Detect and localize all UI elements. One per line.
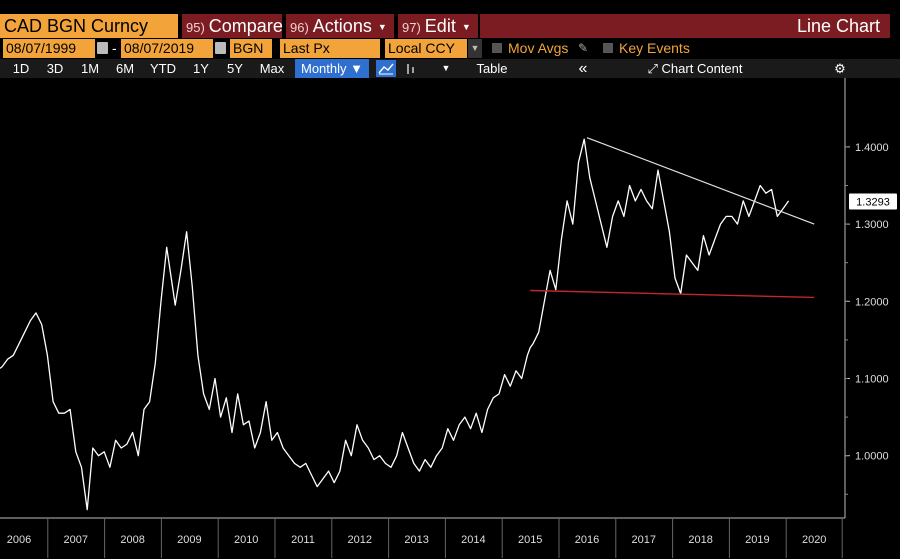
bar-chart-icon[interactable] [401,59,421,78]
x-tick-label: 2019 [745,534,769,546]
line-chart: 1.0000 1.1000 1.2000 1.3000 1.4000 2006 2007 20… [0,78,897,558]
period-dropdown[interactable]: Monthly ▼ [295,59,369,78]
edit-label: Edit [424,16,456,36]
start-calendar-icon[interactable] [97,42,108,54]
line-chart-icon[interactable] [376,60,396,77]
actions-number: 96) [290,20,309,35]
price-line [0,138,790,511]
chart-content-label: Chart Content [661,61,743,76]
params-bar: 08/07/1999 - 08/07/2019 BGN Last Px Loca… [0,39,900,58]
range-5y[interactable]: 5Y [227,61,243,76]
actions-caret-icon: ▼ [377,22,387,32]
compare-number: 95) [186,20,205,35]
chart-title: Line Chart [480,14,890,38]
chart-type-dropdown-icon[interactable]: ▼ [441,63,451,73]
collapse-button[interactable]: « [578,60,588,77]
x-tick-label: 2008 [120,534,144,546]
x-tick-label: 2020 [802,534,826,546]
gear-icon[interactable]: ⚙ [834,61,846,76]
actions-label: Actions [312,16,372,36]
x-tick-label: 2009 [177,534,201,546]
y-tick-label: 1.4000 [855,142,889,154]
x-tick-label: 2018 [688,534,712,546]
x-tick-label: 2006 [7,534,31,546]
support-trendline [530,289,815,299]
key-events-checkbox[interactable] [603,43,613,53]
x-tick-label: 2007 [64,534,88,546]
last-value-box [849,193,897,210]
last-value-label: 1.3293 [856,196,890,208]
range-1y[interactable]: 1Y [193,61,209,76]
x-tick-label: 2017 [632,534,656,546]
x-tick-label: 2011 [291,534,315,546]
x-tick-label: 2012 [348,534,372,546]
start-date-field[interactable]: 08/07/1999 [3,39,95,58]
chart-content-icon: ⤢ [647,61,658,76]
x-tick-label: 2016 [575,534,599,546]
x-tick-label: 2010 [234,534,258,546]
y-tick-label: 1.0000 [855,451,889,463]
date-separator: - [112,40,117,56]
security-field[interactable]: CAD BGN Curncy [0,14,178,38]
y-tick-label: 1.2000 [855,296,889,308]
currency-field[interactable]: Local CCY [385,39,467,58]
range-3d[interactable]: 3D [46,61,64,76]
price-field[interactable]: Last Px [280,39,380,58]
range-max[interactable]: Max [259,61,285,76]
source-field[interactable]: BGN [230,39,272,58]
mov-avgs-label: Mov Avgs [508,40,569,56]
key-events-label: Key Events [619,40,690,56]
resistance-trendline [586,137,815,225]
currency-dropdown-icon[interactable]: ▼ [468,39,482,58]
pencil-icon[interactable]: ✎ [578,41,589,55]
compare-button[interactable]: 95) Compare [182,14,283,38]
edit-button[interactable]: 97) Edit ▼ [398,14,478,38]
x-tick-label: 2013 [404,534,428,546]
edit-number: 97) [402,20,421,35]
period-label: Monthly [300,61,347,76]
end-calendar-icon[interactable] [215,42,226,54]
x-tick-label: 2015 [518,534,542,546]
actions-button[interactable]: 96) Actions ▼ [286,14,394,38]
table-button[interactable]: Table [476,61,508,76]
end-date-field[interactable]: 08/07/2019 [121,39,213,58]
mov-avgs-checkbox[interactable] [492,43,502,53]
x-tick-label: 2014 [461,534,485,546]
toolbar: 1D 3D 1M 6M YTD 1Y 5Y Max Monthly ▼ ▼ Ta… [0,59,900,78]
range-6m[interactable]: 6M [115,61,135,76]
chart-content-button[interactable]: ⤢ Chart Content [640,59,750,78]
header-bar: CAD BGN Curncy 95) Compare 96) Actions ▼ 97… [0,14,900,38]
y-tick-label: 1.3000 [855,219,889,231]
edit-caret-icon: ▼ [461,22,471,32]
range-1d[interactable]: 1D [12,61,30,76]
y-tick-label: 1.1000 [855,374,889,386]
compare-label: Compare [208,16,283,36]
range-ytd[interactable]: YTD [150,61,176,76]
range-1m[interactable]: 1M [80,61,100,76]
